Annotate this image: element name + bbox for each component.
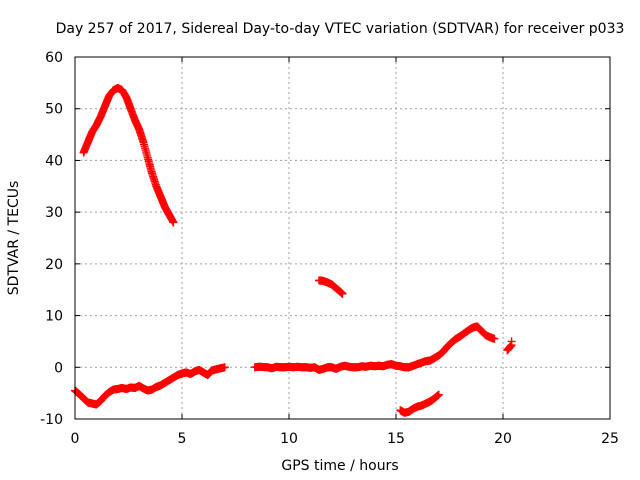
y-tick-label: 40	[45, 153, 63, 169]
grid	[75, 57, 610, 419]
y-axis-title: SDTVAR / TECUs	[6, 181, 22, 296]
axis-ticks: 0 5 10 15 20 25 -10 0 10 20 30 40 50 60	[40, 50, 619, 447]
chart-title: Day 257 of 2017, Sidereal Day-to-day VTE…	[56, 21, 625, 37]
y-tick-label: 60	[45, 50, 63, 66]
plot-frame	[74, 56, 611, 420]
series-arc-3	[250, 322, 499, 374]
data-point	[220, 363, 229, 372]
data-point	[434, 390, 443, 399]
y-tick-label: 10	[45, 309, 63, 325]
x-tick-label: 20	[494, 431, 512, 447]
data-point	[338, 289, 347, 298]
y-tick-label: 50	[45, 102, 63, 118]
y-tick-label: 20	[45, 257, 63, 273]
series-arc-4	[314, 276, 347, 298]
x-tick-label: 10	[280, 431, 298, 447]
data-points	[71, 84, 516, 417]
x-tick-label: 0	[71, 431, 80, 447]
y-tick-label: -10	[40, 412, 63, 428]
x-tick-label: 5	[178, 431, 187, 447]
y-tick-label: 0	[54, 360, 63, 376]
data-point	[507, 337, 516, 346]
data-point	[169, 218, 178, 227]
x-tick-label: 15	[387, 431, 405, 447]
series-arc-5	[396, 390, 443, 417]
series-arc-2	[71, 363, 229, 409]
y-tick-label: 30	[45, 205, 63, 221]
x-axis-title: GPS time / hours	[281, 458, 398, 474]
series-arc-1	[79, 84, 178, 227]
x-tick-label: 25	[601, 431, 619, 447]
data-point	[490, 334, 499, 343]
series-arc-6	[503, 337, 516, 355]
